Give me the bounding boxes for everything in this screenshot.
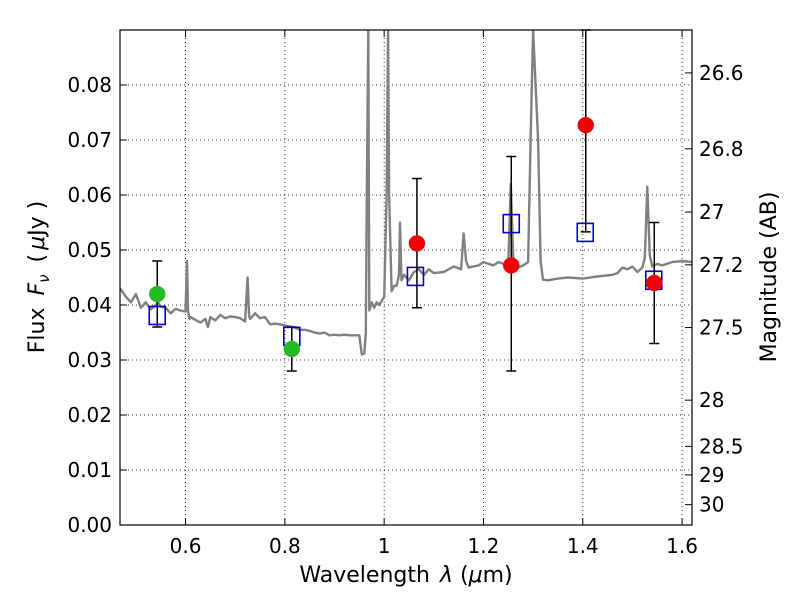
model-square-point	[502, 213, 521, 234]
green-data-point	[283, 340, 301, 358]
x-tick-label: 1	[378, 534, 391, 558]
y2-tick-label: 27	[699, 200, 724, 224]
model-square-point	[406, 266, 425, 287]
y-axis-label-sub: ν	[35, 274, 53, 282]
y2-tick-label: 27.5	[699, 316, 744, 340]
spectrum-line	[120, 30, 692, 356]
y-axis-label-unit-open: (	[25, 254, 50, 263]
y-tick-label: 0.00	[67, 513, 112, 537]
x-tick-label: 0.6	[170, 534, 202, 558]
grid	[120, 30, 692, 525]
ticks: 0.6 0.8 1 1.2 1.4 1.6 0.00 0.01 0.02 0.03 0.04 0.05…	[67, 30, 744, 558]
y-axis-label-unit-rest: Jy )	[25, 201, 50, 238]
y2-tick-label: 26.6	[699, 61, 744, 85]
y-tick-label: 0.08	[67, 73, 112, 97]
y2-tick-label: 27.2	[699, 253, 744, 277]
y2-tick-label: 28	[699, 388, 724, 412]
x-axis-label-symbol: λ	[439, 563, 453, 588]
y2-tick-label: 30	[699, 493, 724, 517]
y-axis-label: Flux Fν ( μJy )	[25, 201, 53, 353]
x-tick-label: 1.4	[567, 534, 599, 558]
y-tick-label: 0.03	[67, 348, 112, 372]
x-axis-label-prefix: Wavelength	[299, 563, 430, 588]
model-square-point	[148, 305, 167, 326]
x-tick-label: 1.6	[666, 534, 698, 558]
x-axis-label-unit-mu: μ	[468, 563, 483, 588]
red-data-point	[503, 257, 520, 274]
x-axis-label: Wavelength λ (μm)	[299, 563, 512, 588]
y-tick-label: 0.05	[67, 238, 112, 262]
x-tick-label: 1.2	[468, 534, 500, 558]
model-photometry-layer	[148, 213, 663, 347]
y-axis-label-prefix: Flux	[25, 308, 50, 354]
green-data-point	[148, 285, 166, 303]
plot-frame	[119, 29, 693, 526]
y-axis-label-symbol: F	[25, 283, 50, 296]
red-data-point	[577, 116, 594, 134]
y2-tick-label: 29	[699, 463, 724, 487]
y2-tick-label: 26.8	[699, 137, 744, 161]
spectrum-layer	[120, 30, 692, 356]
y2-tick-label: 28.5	[699, 434, 744, 458]
y-tick-label: 0.01	[67, 458, 112, 482]
x-axis-label-unit-rest: m)	[483, 563, 513, 588]
model-square-point	[576, 222, 595, 243]
y-tick-label: 0.02	[67, 403, 112, 427]
y-tick-label: 0.07	[67, 128, 112, 152]
observed-photometry-layer	[148, 116, 663, 358]
y-axis-label-unit-mu: μ	[25, 236, 50, 251]
y-tick-label: 0.04	[67, 293, 112, 317]
x-axis-label-unit-open: (	[460, 563, 469, 588]
errorbar-layer	[152, 29, 660, 372]
red-data-point	[408, 235, 426, 252]
y-tick-label: 0.06	[67, 183, 112, 207]
red-data-point	[646, 274, 663, 292]
y2-axis-label: Magnitude (AB)	[757, 192, 782, 363]
x-tick-label: 0.8	[269, 534, 301, 558]
